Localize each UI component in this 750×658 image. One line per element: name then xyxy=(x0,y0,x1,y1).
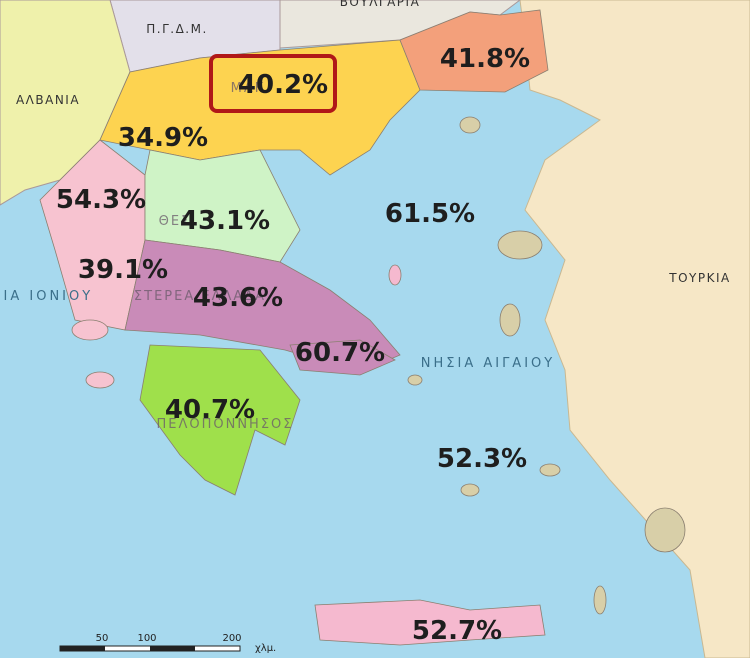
island xyxy=(644,507,686,553)
percentage: 43.1% xyxy=(180,206,270,236)
country-label: Π.Γ.Δ.Μ. xyxy=(146,22,208,36)
island xyxy=(497,230,543,260)
island xyxy=(499,303,521,337)
scale-bar xyxy=(150,646,195,651)
region-label: ΜΑΚ xyxy=(231,81,266,96)
percentage: 61.5% xyxy=(385,199,475,229)
turkey xyxy=(519,0,750,658)
peloponnese xyxy=(139,344,301,496)
scale-label: 200 xyxy=(222,633,241,644)
scale-label: 100 xyxy=(137,633,156,644)
highlight-box xyxy=(209,54,337,113)
percentage: 34.9% xyxy=(118,123,208,153)
island xyxy=(71,319,109,341)
crete xyxy=(314,599,546,646)
percentage: 52.3% xyxy=(437,444,527,474)
percentage: 60.7% xyxy=(295,338,385,368)
sea-label: ΝΗΣΙΑ ΑΙΓΑΙΟΥ xyxy=(421,356,555,371)
sea-label: ΝΗΣΙΑ ΙΟΝΙΟΥ xyxy=(0,289,93,304)
percentage: 39.1% xyxy=(78,255,168,285)
scale-unit: χλμ. xyxy=(255,643,276,654)
scale-bar xyxy=(60,646,105,651)
percentage: 52.7% xyxy=(412,616,502,646)
island xyxy=(460,483,480,497)
island xyxy=(388,264,402,286)
thrace xyxy=(399,9,549,93)
island xyxy=(85,371,115,389)
percentage: 40.7% xyxy=(165,395,255,425)
region-label: ΘΕΣ xyxy=(159,214,192,229)
island xyxy=(539,463,561,477)
percentage: 40.2% xyxy=(238,70,328,100)
scale-label: 50 xyxy=(96,633,109,644)
island xyxy=(459,116,481,134)
attica xyxy=(289,339,396,376)
region-label: ΣΤΕΡΕΑ ΕΛΛΑΔΑ xyxy=(134,289,266,304)
sterea xyxy=(124,239,401,373)
percentage: 54.3% xyxy=(56,185,146,215)
island xyxy=(593,585,607,615)
island xyxy=(407,374,423,386)
region-label: ΠΕΛΟΠΟΝΝΗΣΟΣ xyxy=(156,417,293,432)
percentage: 41.8% xyxy=(440,44,530,74)
percentage: 43.6% xyxy=(193,283,283,313)
country-label: ΤΟΥΡΚΙΑ xyxy=(668,271,730,285)
country-label: ΑΛΒΑΝΙΑ xyxy=(16,93,80,107)
country-label: ΒΟΥΛΓΑΡΙΑ xyxy=(340,0,421,9)
